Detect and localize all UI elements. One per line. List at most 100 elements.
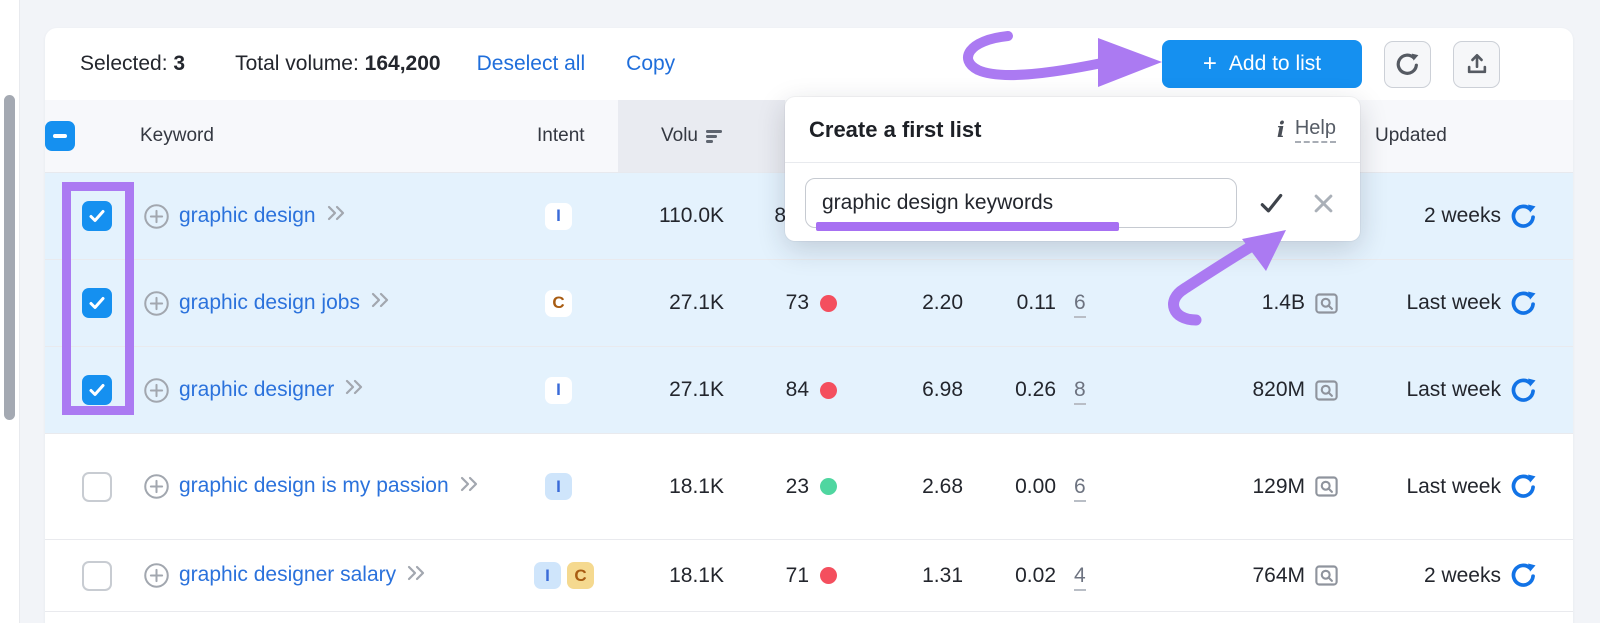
row-checkbox[interactable] — [82, 288, 112, 318]
selected-count: Selected: 3 — [80, 52, 186, 75]
serp-features-count[interactable]: 4 — [1074, 563, 1086, 591]
list-name-input[interactable] — [805, 178, 1237, 228]
intent-badges: I — [530, 376, 618, 404]
serp-features-count[interactable]: 6 — [1074, 291, 1086, 318]
export-button[interactable] — [1453, 40, 1500, 88]
cpc-cell: 2.68 — [922, 474, 963, 498]
refresh-icon[interactable] — [1510, 562, 1537, 589]
select-all-checkbox[interactable] — [45, 121, 75, 151]
updated-text: Last week — [1406, 291, 1501, 314]
serp-features-cell: 4 — [1062, 563, 1130, 591]
serp-features-cell: 6 — [1062, 291, 1130, 318]
updated-text: Last week — [1406, 474, 1501, 498]
keyword-link[interactable]: graphic design jobs — [179, 290, 360, 314]
column-header-intent[interactable]: Intent — [537, 125, 585, 146]
updated-text: Last week — [1406, 378, 1501, 401]
refresh-icon[interactable] — [1510, 290, 1537, 317]
kd-cell: 23 — [730, 475, 845, 499]
refresh-icon[interactable] — [1510, 473, 1537, 500]
results-cell: 1.4B — [1130, 290, 1345, 317]
serp-features-cell: 6 — [1062, 474, 1130, 502]
results-cell: 764M — [1130, 562, 1345, 589]
serp-features-count[interactable]: 6 — [1074, 474, 1086, 502]
results-cell: 129M — [1130, 473, 1345, 500]
serp-preview-icon[interactable] — [1313, 377, 1340, 404]
refresh-icon[interactable] — [1510, 203, 1537, 230]
add-to-list-button[interactable]: + Add to list — [1162, 40, 1362, 88]
intent-badge-i: I — [534, 562, 561, 589]
kd-cell: 73 — [730, 291, 845, 315]
volume-cell: 18.1K — [669, 563, 724, 587]
intent-badge-c: C — [545, 289, 572, 317]
keyword-link[interactable]: graphic designer salary — [179, 563, 397, 587]
help-link[interactable]: Help — [1294, 117, 1336, 143]
check-icon[interactable] — [1258, 190, 1285, 217]
left-rail — [0, 0, 20, 623]
export-icon — [1465, 52, 1489, 76]
double-chevron-icon[interactable] — [343, 377, 365, 403]
selection-toolbar: Selected: 3 Total volume: 164,200 Desele… — [45, 28, 1573, 100]
plus-circle-icon[interactable] — [143, 203, 170, 230]
volume-cell: 18.1K — [669, 474, 724, 498]
keyword-link[interactable]: graphic design is my passion — [179, 474, 449, 498]
serp-features-count[interactable]: 8 — [1074, 378, 1086, 405]
intent-badge-i: I — [545, 202, 572, 230]
updated-text: 2 weeks — [1423, 563, 1501, 587]
competition-cell: 0.00 — [1015, 474, 1056, 498]
copy-link[interactable]: Copy — [626, 52, 676, 75]
serp-preview-icon[interactable] — [1313, 290, 1340, 317]
kd-dot — [820, 567, 837, 584]
vertical-scrollbar[interactable] — [4, 95, 15, 420]
double-chevron-icon[interactable] — [369, 290, 391, 316]
refresh-icon[interactable] — [1510, 377, 1537, 404]
updated-cell: 2 weeks — [1345, 203, 1573, 230]
row-checkbox[interactable] — [82, 560, 112, 591]
results-cell: 820M — [1130, 377, 1345, 404]
volume-cell: 110.0K — [659, 204, 724, 227]
column-header-volume[interactable]: Volu — [618, 125, 730, 147]
column-header-updated[interactable]: Updated — [1375, 125, 1447, 146]
updated-cell: Last week — [1345, 473, 1573, 500]
keyword-link[interactable]: graphic design — [179, 203, 316, 227]
intent-badges: I — [530, 473, 618, 500]
sort-desc-icon — [706, 129, 724, 144]
cpc-cell: 2.20 — [922, 291, 963, 314]
kd-dot — [820, 294, 837, 312]
intent-badge-c: C — [567, 562, 594, 589]
keyword-link[interactable]: graphic designer — [179, 377, 335, 401]
serp-preview-icon[interactable] — [1313, 562, 1340, 589]
row-checkbox[interactable] — [82, 201, 112, 231]
plus-circle-icon[interactable] — [143, 473, 170, 500]
intent-badge-i: I — [545, 376, 572, 404]
plus-circle-icon[interactable] — [143, 377, 170, 404]
plus-circle-icon[interactable] — [143, 562, 170, 589]
intent-badges: I — [530, 202, 618, 230]
create-list-popup: Create a first list i Help — [785, 97, 1360, 241]
volume-column-shade — [618, 100, 785, 172]
close-icon[interactable] — [1311, 191, 1336, 216]
kd-dot — [820, 478, 837, 495]
row-checkbox[interactable] — [82, 471, 112, 502]
competition-cell: 0.11 — [1016, 291, 1056, 314]
kd-cell: 71 — [730, 564, 845, 588]
plus-icon: + — [1202, 50, 1217, 77]
serp-features-cell: 8 — [1062, 378, 1130, 405]
double-chevron-icon[interactable] — [325, 203, 347, 229]
info-icon: i — [1276, 117, 1285, 142]
total-volume: Total volume: 164,200 — [235, 52, 441, 75]
kd-cell: 8 — [774, 204, 786, 227]
intent-badges: C — [530, 289, 618, 317]
double-chevron-icon[interactable] — [405, 563, 427, 589]
deselect-all-link[interactable]: Deselect all — [476, 52, 586, 75]
column-header-keyword[interactable]: Keyword — [140, 125, 214, 146]
serp-preview-icon[interactable] — [1313, 473, 1340, 500]
volume-cell: 27.1K — [669, 291, 724, 314]
refresh-metrics-button[interactable] — [1384, 40, 1431, 88]
table-body: graphic design I 110.0K 8 2 weeks — [45, 173, 1573, 612]
plus-circle-icon[interactable] — [143, 290, 170, 317]
updated-cell: Last week — [1345, 290, 1573, 317]
row-checkbox[interactable] — [82, 375, 112, 405]
double-chevron-icon[interactable] — [458, 474, 480, 500]
popup-title: Create a first list — [809, 116, 982, 142]
